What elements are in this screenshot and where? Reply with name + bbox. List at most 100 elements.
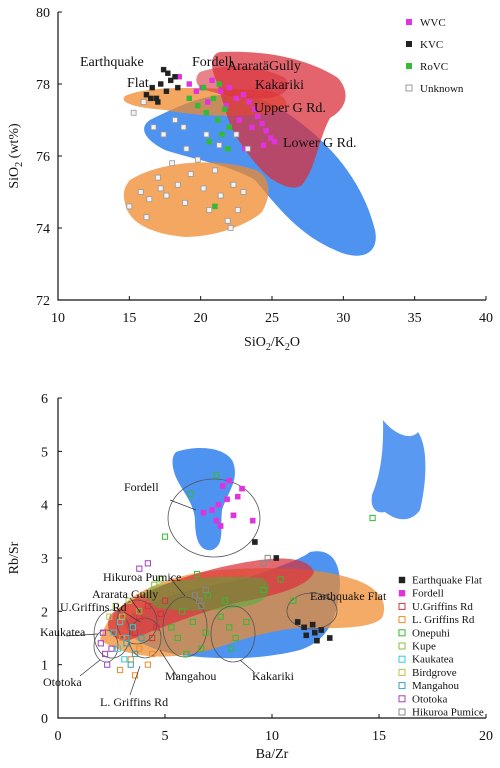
point-u-griffins-rd [161,597,169,604]
annotation-u-griffins: U.Griffins Rd [60,600,126,614]
top-field-orange-lower [123,162,269,237]
point-rovc [203,110,210,116]
point-unknown [157,185,164,192]
legend-marker-birdgrove [398,668,406,676]
point-earthquake-flat [294,619,301,625]
legend-label-ototoka: Ototoka [412,693,448,705]
top-x-tick-label: 30 [336,311,350,326]
point-unknown [169,160,176,167]
point-ototoka [108,645,115,652]
legend-label-rovc: RoVC [420,61,448,73]
point-kaukatea [110,629,117,636]
point-rovc [210,95,217,102]
point-kvc [163,88,170,94]
point-unknown [143,214,150,221]
top-y-tick-label: 78 [36,78,50,93]
point-rovc [215,117,221,123]
point-wvc [193,88,200,94]
point-unknown [126,203,133,210]
chart-bottom: 0 5 10 15 20 0 1 2 3 4 5 6 Ba/Zr Rb/Sr Earthquake … [7,392,493,762]
point-unknown [182,199,188,206]
point-rovc [206,138,212,145]
point-wvc [226,84,232,91]
point-rovc [195,102,201,109]
point-onepuhi [189,618,196,626]
top-y-tick-label: 76 [36,150,50,165]
bottom-data-points [97,472,376,679]
point-wvc [260,142,267,148]
point-earthquake-flat [303,632,310,639]
top-compositional-fields [123,51,376,256]
point-earthquake-flat [314,637,320,644]
point-ototoka [101,650,109,658]
point-unknown [244,145,251,152]
bottom-x-tick-label: 20 [479,729,493,744]
leader-hikuroa [169,577,186,597]
point-fordell [224,496,230,503]
point-unknown [224,217,231,224]
point-onepuhi [232,634,239,642]
point-onepuhi [179,608,186,615]
point-unknown [172,117,178,123]
top-x-ticks: 10 15 20 25 30 35 40 [51,296,493,326]
top-x-tick-label: 40 [479,311,493,326]
point-rovc [200,84,207,91]
bottom-y-tick-label: 1 [41,659,48,674]
point-wvc [209,77,215,84]
annotation-hikuroa: Hikuroa Pumice [103,570,181,584]
point-unknown [183,145,190,152]
leader-ararata [129,597,141,613]
legend-label-wvc: WVC [420,17,446,29]
annotation-mangahou: Mangahou [165,669,216,683]
bottom-x-tick-label: 15 [372,729,386,744]
point-kvc [148,95,154,102]
annotation-upper-g-rd: Upper G Rd. [254,101,326,116]
point-earthquake-flat [326,635,333,641]
leader-mangahou [159,649,179,679]
top-y-tick-label: 72 [36,294,50,309]
point-kupe [136,608,143,615]
point-unknown [163,192,170,199]
point-wvc [217,88,224,94]
annotation-earthquake-flat-b: Earthquake Flat [310,589,387,603]
point-onepuhi [161,533,169,540]
point-u-griffins-rd [153,624,160,631]
point-unknown [180,124,187,131]
point-unknown [203,131,210,138]
annotation-l-griffins: L. Griffins Rd [100,695,168,709]
point-unknown [137,189,144,195]
ellipse-earthquake-flat [286,592,338,630]
legend-label-kaukatea: Kaukatea [412,654,454,666]
top-y-axis-label: SiO2 (wt%) [7,123,25,189]
point-kvc [168,77,174,84]
point-onepuhi [221,597,229,604]
point-unknown [217,192,224,199]
point-unknown [194,156,201,163]
legend-label-onepuhi: Onepuhi [412,627,450,639]
point-onepuhi [277,576,284,583]
top-x-tick-label: 35 [408,311,422,326]
ellipse-kakariki [210,605,256,663]
point-l-griffins-rd [136,645,143,652]
point-onepuhi [194,570,201,578]
legend-label-fordell: Fordell [412,588,444,600]
bottom-y-ticks: 0 1 2 3 4 5 6 [41,392,62,727]
point-l-griffins-rd [131,672,139,679]
point-l-griffins-rd [127,656,134,663]
point-onepuhi [187,490,194,498]
point-kvc [149,84,155,91]
annotation-fordell: Fordell [192,55,233,70]
bottom-x-tick-label: 0 [55,729,62,744]
point-fordell [209,507,215,513]
point-rovc [222,106,228,112]
point-wvc [263,128,269,134]
legend-marker-hikuroa-pumice [398,708,406,716]
top-x-tick-label: 25 [265,311,279,326]
point-onepuhi [226,624,233,631]
legend-marker-earthquake-flat [398,576,406,584]
legend-marker-wvc [406,19,412,25]
point-fordell [215,501,222,508]
annotation-kakariki: Kakariki [255,78,304,93]
point-kvc [143,92,150,98]
bottom-y-tick-label: 2 [41,605,48,620]
